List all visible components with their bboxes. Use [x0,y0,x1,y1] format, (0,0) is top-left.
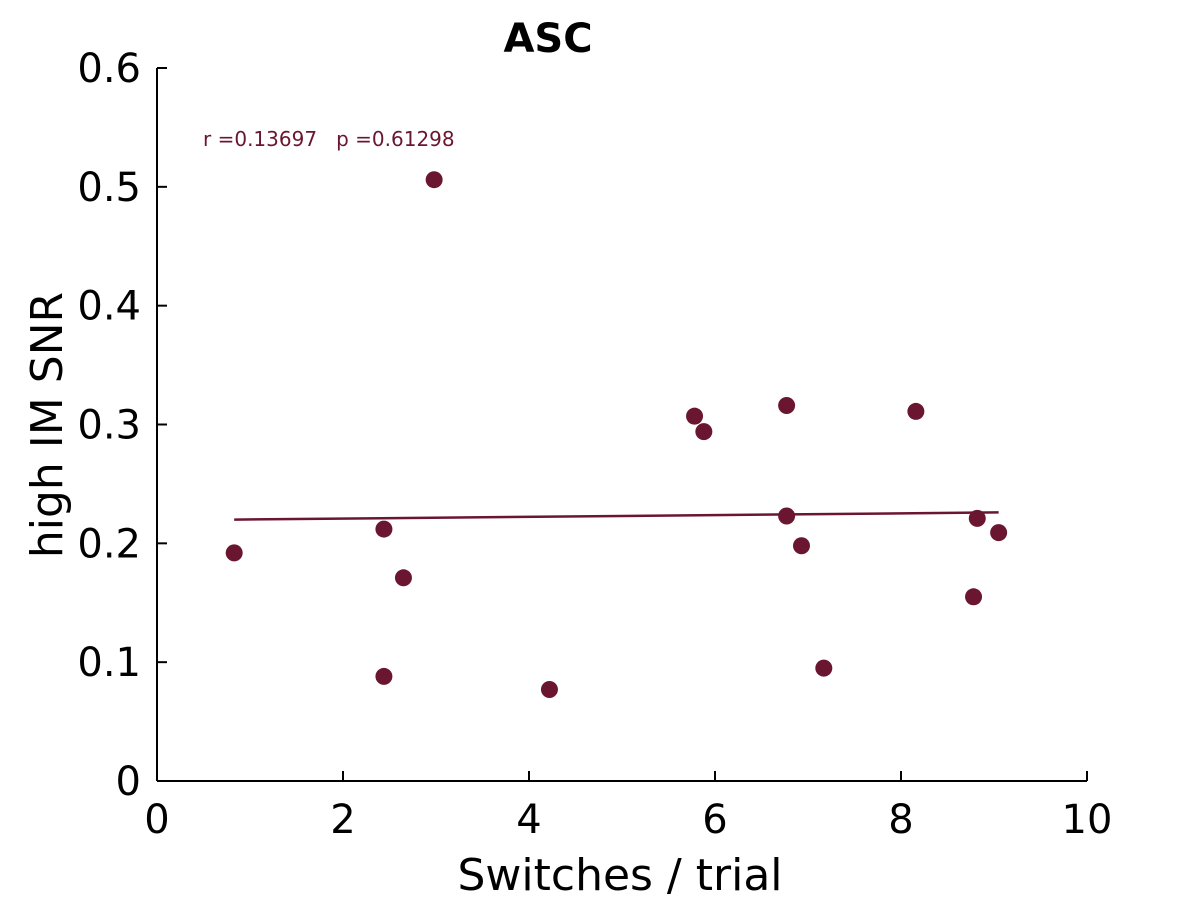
y-ticks: 0 0.1 0.2 0.3 0.4 0.5 0.6 [77,46,167,805]
x-tick-label: 0 [144,797,169,843]
data-point [540,680,558,698]
data-point [686,407,704,425]
data-point [792,537,810,555]
data-point [990,524,1008,542]
y-axis-label: high IM SNR [22,292,73,558]
axes [156,68,1087,782]
data-point [965,588,983,606]
x-tick-label: 6 [702,797,727,843]
data-point [815,659,833,677]
data-point [425,171,443,189]
data-point [778,396,796,414]
data-point [394,569,412,587]
data-point [375,520,393,538]
data-point [968,509,986,527]
data-points [225,171,1008,698]
data-point [907,402,925,420]
x-tick-label: 10 [1062,797,1113,843]
x-axis-label: Switches / trial [457,850,782,900]
regression-line [234,511,999,521]
y-tick-label: 0.6 [77,46,141,92]
y-tick-label: 0 [116,759,141,805]
data-point [695,423,713,441]
x-ticks: 0 2 4 6 8 10 [144,771,1112,843]
x-tick-label: 4 [516,797,541,843]
y-tick-label: 0.4 [77,284,141,330]
x-tick-label: 8 [888,797,913,843]
y-tick-label: 0.2 [77,521,141,567]
y-tick-label: 0.5 [77,165,141,211]
data-point [778,507,796,525]
stats-annotation: r =0.13697 p =0.61298 [203,127,455,151]
y-tick-label: 0.1 [77,640,141,686]
chart-title: ASC [503,16,592,62]
data-point [225,544,243,562]
x-tick-label: 2 [330,797,355,843]
y-tick-label: 0.3 [77,403,141,449]
data-point [375,667,393,685]
